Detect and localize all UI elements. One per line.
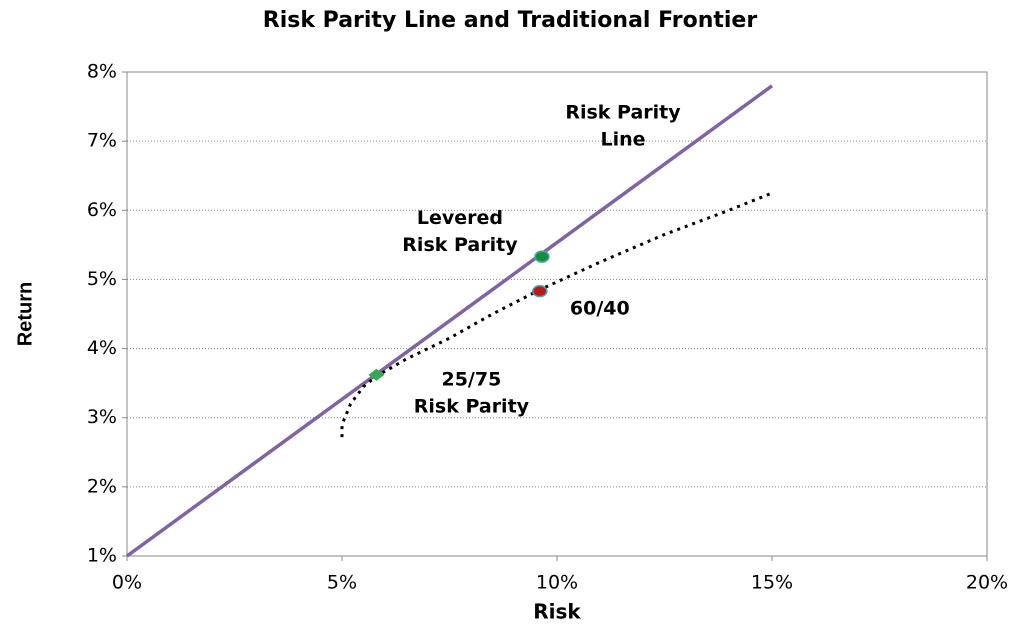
annotation: Risk Parity — [402, 234, 518, 256]
y-tick-label: 6% — [87, 199, 117, 221]
annotation: Risk Parity — [414, 395, 530, 417]
point — [534, 250, 550, 263]
x-tick-label: 5% — [327, 572, 357, 594]
y-tick-label: 7% — [87, 130, 117, 152]
annotation: Levered — [417, 207, 503, 229]
y-tick-label: 8% — [87, 61, 117, 83]
annotation: 25/75 — [441, 368, 501, 390]
x-tick-label: 0% — [112, 572, 142, 594]
y-tick-label: 1% — [87, 545, 117, 567]
annotation: Line — [600, 128, 645, 150]
y-tick-label: 4% — [87, 337, 117, 359]
x-tick-label: 10% — [536, 572, 578, 594]
x-axis-title: Risk — [533, 600, 581, 624]
annotation: 60/40 — [570, 298, 630, 320]
series-line — [340, 191, 773, 438]
y-tick-label: 5% — [87, 268, 117, 290]
point — [368, 368, 385, 381]
x-tick-label: 20% — [966, 572, 1008, 594]
chart-title: Risk Parity Line and Traditional Frontie… — [263, 8, 758, 33]
series-line — [125, 84, 774, 558]
point — [532, 284, 548, 298]
x-tick-label: 15% — [751, 572, 793, 594]
annotation: Risk Parity — [565, 101, 681, 123]
y-tick-label: 3% — [87, 406, 117, 428]
plot-border — [126, 71, 988, 557]
y-tick-label: 2% — [87, 475, 117, 497]
y-axis-title: Return — [14, 282, 36, 346]
